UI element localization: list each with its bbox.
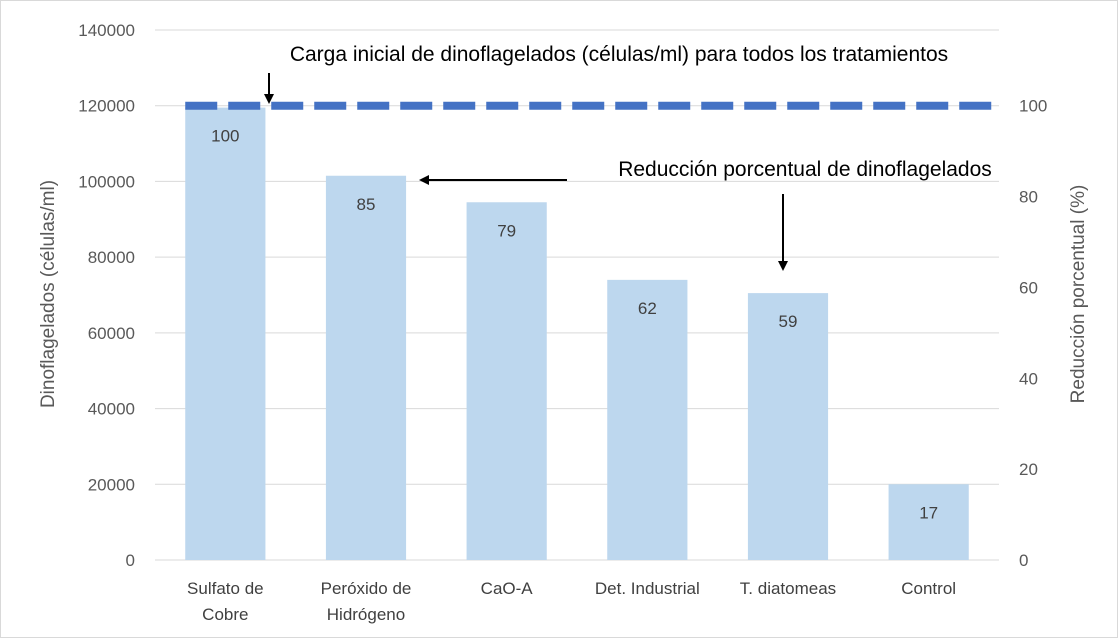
- bar: [466, 202, 547, 560]
- bar: [325, 175, 407, 560]
- y2-tick-label: 80: [1019, 188, 1038, 207]
- y-tick-label: 20000: [88, 475, 135, 494]
- y2-tick-label: 40: [1019, 369, 1038, 388]
- bar: [888, 484, 969, 560]
- y-axis-title: Dinoflagelados (células/ml): [38, 180, 59, 408]
- bar-data-label: 79: [497, 221, 516, 240]
- y-tick-label: 140000: [78, 21, 135, 40]
- y-tick-label: 80000: [88, 248, 135, 267]
- x-tick-label: Det. Industrial: [595, 579, 700, 598]
- y2-tick-label: 0: [1019, 551, 1028, 570]
- bar-data-label: 59: [779, 312, 798, 331]
- y2-tick-label: 20: [1019, 460, 1038, 479]
- y-tick-label: 60000: [88, 324, 135, 343]
- y-tick-label: 0: [126, 551, 135, 570]
- y-tick-label: 120000: [78, 97, 135, 116]
- y-tick-label: 100000: [78, 172, 135, 191]
- x-tick-label: CaO-A: [481, 579, 534, 598]
- reduction-annotation: Reducción porcentual de dinoflagelados: [618, 158, 992, 181]
- y-tick-label: 40000: [88, 400, 135, 419]
- y2-tick-label: 100: [1019, 97, 1047, 116]
- x-tick-label: Cobre: [202, 605, 248, 624]
- bar-data-label: 17: [919, 503, 938, 522]
- bar: [607, 279, 688, 560]
- bar: [185, 107, 266, 560]
- bar: [747, 293, 829, 560]
- x-tick-label: T. diatomeas: [740, 579, 836, 598]
- x-tick-label: Sulfato de: [187, 579, 264, 598]
- initial-load-annotation: Carga inicial de dinoflagelados (células…: [290, 43, 948, 66]
- bar-data-label: 100: [211, 127, 239, 146]
- y2-tick-label: 60: [1019, 278, 1038, 297]
- y2-axis-title: Reducción porcentual (%): [1068, 185, 1089, 404]
- bar-data-label: 62: [638, 299, 657, 318]
- bar-data-label: 85: [357, 195, 376, 214]
- x-tick-label: Hidrógeno: [327, 605, 405, 624]
- x-tick-label: Control: [901, 579, 956, 598]
- x-tick-label: Peróxido de: [321, 579, 412, 598]
